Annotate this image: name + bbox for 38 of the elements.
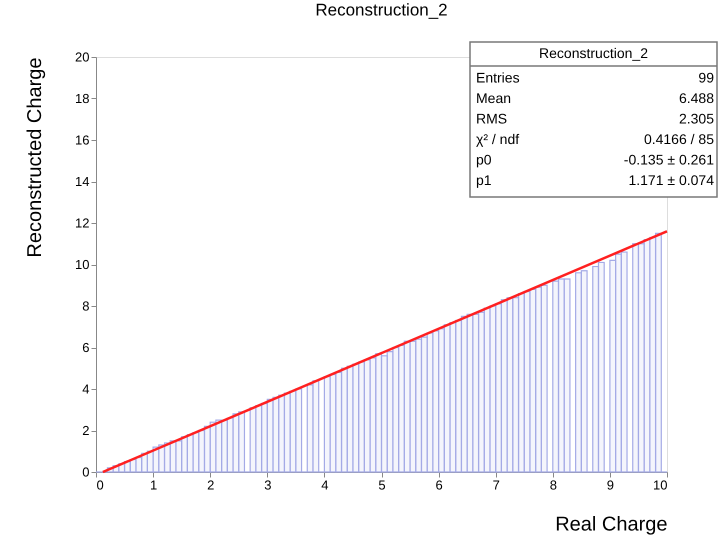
chart-title: Reconstruction_2	[315, 0, 448, 20]
x-tick-label: 9	[606, 478, 614, 492]
y-tick-label: 20	[75, 50, 90, 64]
x-tick-label: 6	[435, 478, 443, 492]
y-tick-label: 10	[75, 257, 90, 272]
y-tick-label: 16	[75, 132, 90, 148]
x-tick-label: 5	[378, 478, 386, 492]
x-tick-label: 7	[492, 478, 500, 492]
annotation: Entries	[476, 69, 520, 86]
y-tick-label: 18	[75, 91, 90, 106]
x-tick-label: 10	[653, 478, 668, 492]
annotation: p0	[476, 151, 492, 168]
x-axis-title: Real Charge	[555, 514, 668, 536]
y-tick-label: 0	[82, 464, 90, 480]
annotation: Reconstruction_2	[539, 45, 648, 61]
x-tick-label: 4	[321, 478, 329, 492]
text: 99	[698, 69, 714, 86]
text: 6.488	[678, 90, 714, 106]
text: 2.305	[678, 110, 714, 126]
y-tick-label: 2	[82, 423, 90, 438]
annotation: p1	[476, 172, 492, 188]
x-tick-label: 3	[264, 478, 272, 492]
annotation: 1.171 ± 0.074	[628, 172, 714, 188]
annotation: χ² / ndf	[476, 130, 520, 147]
x-tick-label: 2	[207, 478, 214, 492]
annotation: 0.4166 / 85	[644, 130, 714, 147]
y-tick-label: 14	[75, 174, 90, 189]
y-tick-label: 6	[82, 340, 90, 355]
annotation: Mean	[476, 90, 512, 106]
y-tick-label: 4	[82, 382, 90, 396]
y-tick-label: 12	[75, 216, 90, 230]
y-tick-label: 8	[82, 298, 90, 314]
x-tick-label: 8	[550, 478, 557, 492]
x-tick-label: 1	[150, 478, 158, 492]
y-axis-title: Reconstructed Charge	[24, 58, 46, 258]
x-tick-label: 0	[96, 478, 104, 492]
annotation: RMS	[476, 110, 508, 126]
annotation: -0.135 ± 0.261	[624, 151, 714, 168]
